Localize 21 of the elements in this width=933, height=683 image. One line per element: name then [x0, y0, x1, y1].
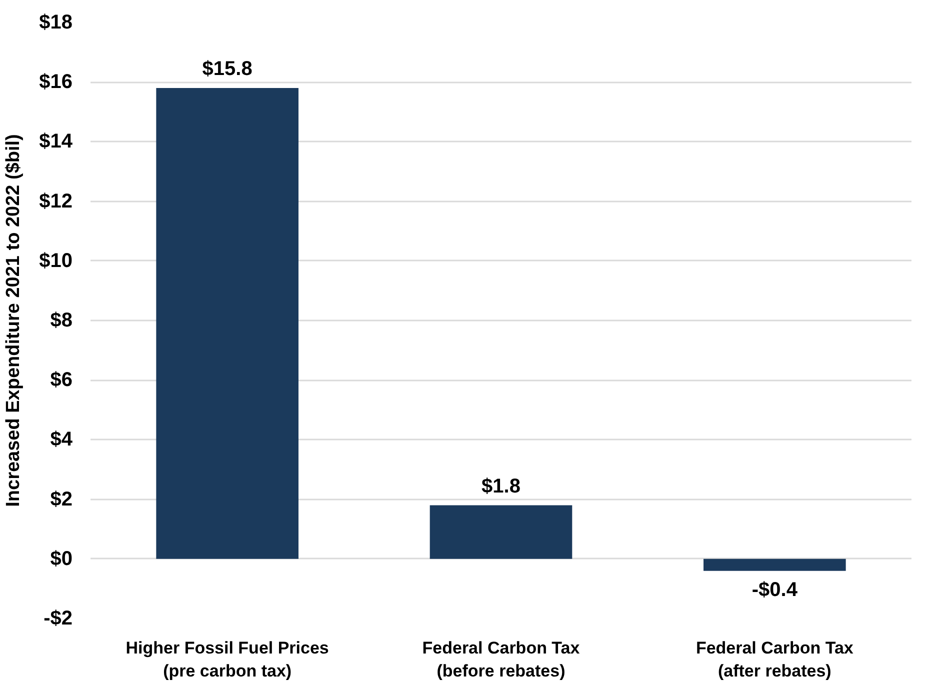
y-tick-label: $14: [39, 130, 74, 153]
x-tick-label: Higher Fossil Fuel Prices (pre carbon tax): [126, 638, 329, 680]
bar: [430, 505, 572, 559]
y-tick-label: $18: [39, 12, 73, 34]
y-tick-label: $2: [50, 488, 73, 510]
y-tick-label: $10: [39, 250, 73, 272]
y-tick-label: -$2: [44, 608, 72, 630]
y-tick-label: $8: [50, 310, 73, 332]
data-label: $15.8: [202, 58, 252, 80]
x-tick-label: Federal Carbon Tax (before rebates): [422, 638, 580, 680]
y-tick-label: $4: [50, 428, 74, 451]
bar: [704, 558, 846, 571]
data-label: $1.8: [482, 475, 520, 498]
y-tick-label: $6: [50, 369, 73, 392]
bar: [156, 88, 298, 559]
y-axis-title: Increased Expenditure 2021 to 2022 ($bil): [3, 134, 24, 507]
data-label: -$0.4: [752, 578, 798, 601]
x-tick-label: Federal Carbon Tax (after rebates): [696, 638, 854, 680]
y-tick-label: $16: [39, 71, 73, 94]
y-tick-label: $0: [50, 548, 73, 570]
y-tick-label: $12: [39, 190, 73, 212]
